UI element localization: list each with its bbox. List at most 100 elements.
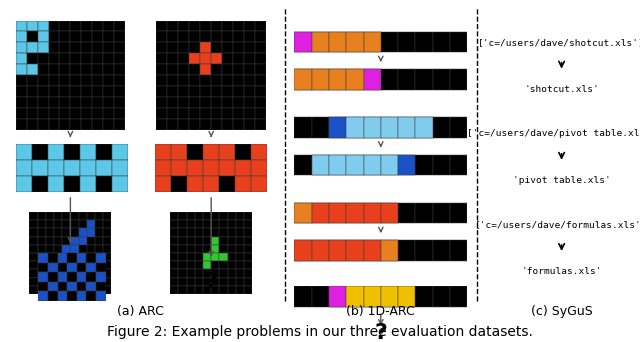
Bar (255, 97, 266, 108)
Bar (95, 220, 103, 228)
Bar (168, 75, 179, 86)
Bar (294, 287, 312, 307)
Bar (200, 119, 211, 130)
Bar (220, 286, 228, 294)
Bar (49, 108, 60, 119)
Bar (211, 261, 220, 269)
Bar (450, 287, 467, 307)
Bar (244, 53, 255, 64)
Bar (312, 155, 329, 175)
Bar (255, 86, 266, 97)
Bar (219, 160, 235, 175)
Bar (170, 228, 179, 237)
Bar (211, 21, 222, 31)
Bar (96, 291, 106, 301)
Bar (179, 253, 187, 261)
Bar (38, 86, 49, 97)
Bar (381, 155, 398, 175)
Bar (433, 287, 450, 307)
Bar (312, 69, 329, 90)
Bar (16, 64, 27, 75)
Bar (48, 175, 64, 192)
Bar (27, 86, 38, 97)
Bar (103, 228, 111, 237)
Bar (329, 32, 346, 52)
Bar (255, 21, 266, 31)
Bar (62, 261, 70, 269)
Bar (87, 286, 95, 294)
Bar (329, 69, 346, 90)
Bar (92, 42, 103, 53)
Bar (70, 42, 81, 53)
Bar (16, 21, 27, 31)
Bar (62, 237, 70, 245)
Bar (204, 175, 219, 192)
Bar (81, 86, 92, 97)
Bar (70, 21, 81, 31)
Bar (112, 144, 128, 160)
Bar (27, 97, 38, 108)
Bar (86, 263, 96, 272)
Bar (189, 53, 200, 64)
Bar (244, 269, 252, 278)
Bar (381, 32, 398, 52)
Bar (46, 228, 54, 237)
Bar (255, 108, 266, 119)
Bar (211, 119, 222, 130)
Bar (211, 64, 222, 75)
Bar (244, 253, 252, 261)
Bar (49, 86, 60, 97)
Bar (450, 117, 467, 137)
Bar (312, 155, 329, 175)
Bar (187, 269, 195, 278)
Bar (255, 119, 266, 130)
Bar (364, 69, 381, 90)
Bar (49, 31, 60, 42)
Bar (168, 53, 179, 64)
Bar (156, 175, 172, 192)
Bar (179, 64, 189, 75)
Bar (67, 282, 77, 291)
Bar (170, 261, 179, 269)
Bar (92, 64, 103, 75)
Bar (220, 278, 228, 286)
Bar (195, 269, 203, 278)
Bar (312, 287, 329, 307)
Bar (244, 212, 252, 220)
Bar (220, 261, 228, 269)
Bar (157, 21, 168, 31)
Bar (157, 97, 168, 108)
Bar (95, 245, 103, 253)
Bar (54, 269, 62, 278)
Bar (415, 117, 433, 137)
Bar (381, 287, 398, 307)
Text: ['c=/users/dave/formulas.xls']: ['c=/users/dave/formulas.xls'] (476, 220, 640, 229)
Bar (70, 64, 81, 75)
Bar (168, 42, 179, 53)
Bar (346, 69, 364, 90)
Bar (179, 42, 189, 53)
Bar (189, 31, 200, 42)
Bar (195, 253, 203, 261)
Bar (172, 144, 188, 160)
Bar (329, 32, 346, 52)
Bar (415, 287, 433, 307)
Bar (170, 286, 179, 294)
Bar (79, 220, 87, 228)
Bar (244, 286, 252, 294)
Bar (46, 212, 54, 220)
Bar (329, 240, 346, 261)
Bar (96, 144, 112, 160)
Bar (16, 119, 27, 130)
Bar (203, 278, 211, 286)
Bar (364, 155, 381, 175)
Bar (38, 64, 49, 75)
Bar (219, 175, 235, 192)
Bar (222, 21, 233, 31)
Bar (179, 220, 187, 228)
Bar (54, 261, 62, 269)
Bar (168, 108, 179, 119)
Bar (70, 53, 81, 64)
Bar (58, 263, 67, 272)
Text: 'pivot table.xls': 'pivot table.xls' (513, 176, 611, 185)
